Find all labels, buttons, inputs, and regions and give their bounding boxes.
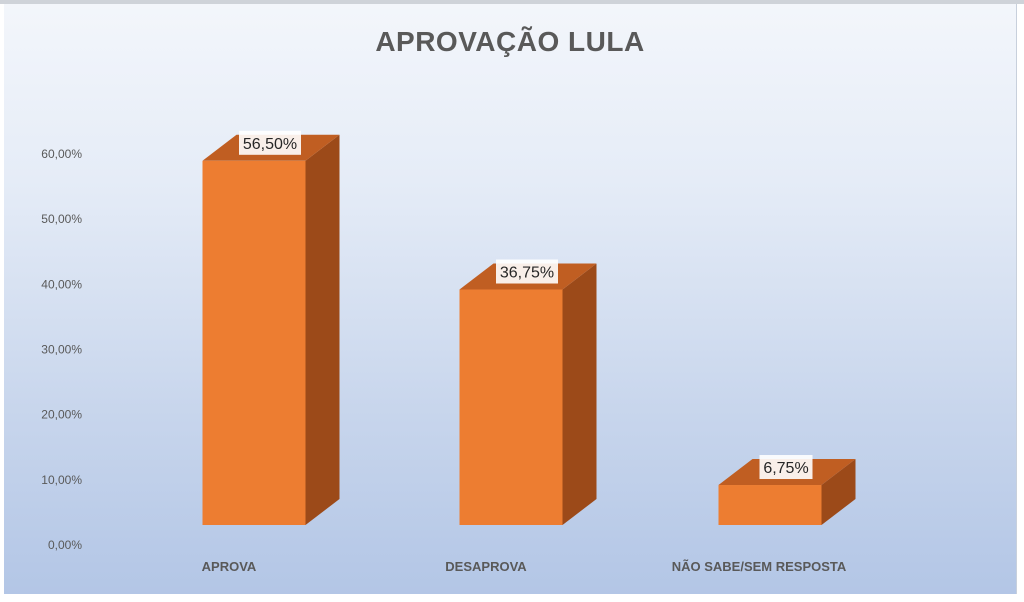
y-tick-label: 0,00% [48, 538, 82, 552]
x-category-label: APROVA [202, 559, 257, 574]
bar-side [562, 263, 597, 525]
window-top-edge [0, 0, 1024, 4]
x-category-label: DESAPROVA [445, 559, 527, 574]
y-tick-label: 30,00% [41, 343, 82, 357]
y-tick-label: 40,00% [41, 277, 82, 291]
bar [202, 160, 306, 525]
bar [718, 485, 822, 525]
chart-plot: 0,00% 10,00% 20,00% 30,00% 40,00% 50,00% 60,00… [41, 130, 856, 574]
bar-side [821, 459, 856, 525]
bar-side [305, 134, 340, 525]
x-category-label: NÃO SABE/SEM RESPOSTA [672, 559, 847, 574]
data-label: 6,75% [763, 460, 808, 477]
chart-area: APROVAÇÃO LULA 0,00% 10,00% 20,00% 30,00% 40… [4, 4, 1017, 594]
data-label: 56,50% [243, 136, 297, 153]
bar [459, 289, 563, 525]
chart-title: APROVAÇÃO LULA [375, 26, 645, 57]
data-label-box [496, 259, 558, 284]
data-label-box [239, 130, 301, 155]
y-tick-label: 20,00% [41, 408, 82, 422]
data-label-box [759, 455, 813, 480]
y-tick-label: 10,00% [41, 473, 82, 487]
y-tick-label: 50,00% [41, 212, 82, 226]
y-tick-label: 60,00% [41, 147, 82, 161]
data-label: 36,75% [500, 265, 554, 282]
